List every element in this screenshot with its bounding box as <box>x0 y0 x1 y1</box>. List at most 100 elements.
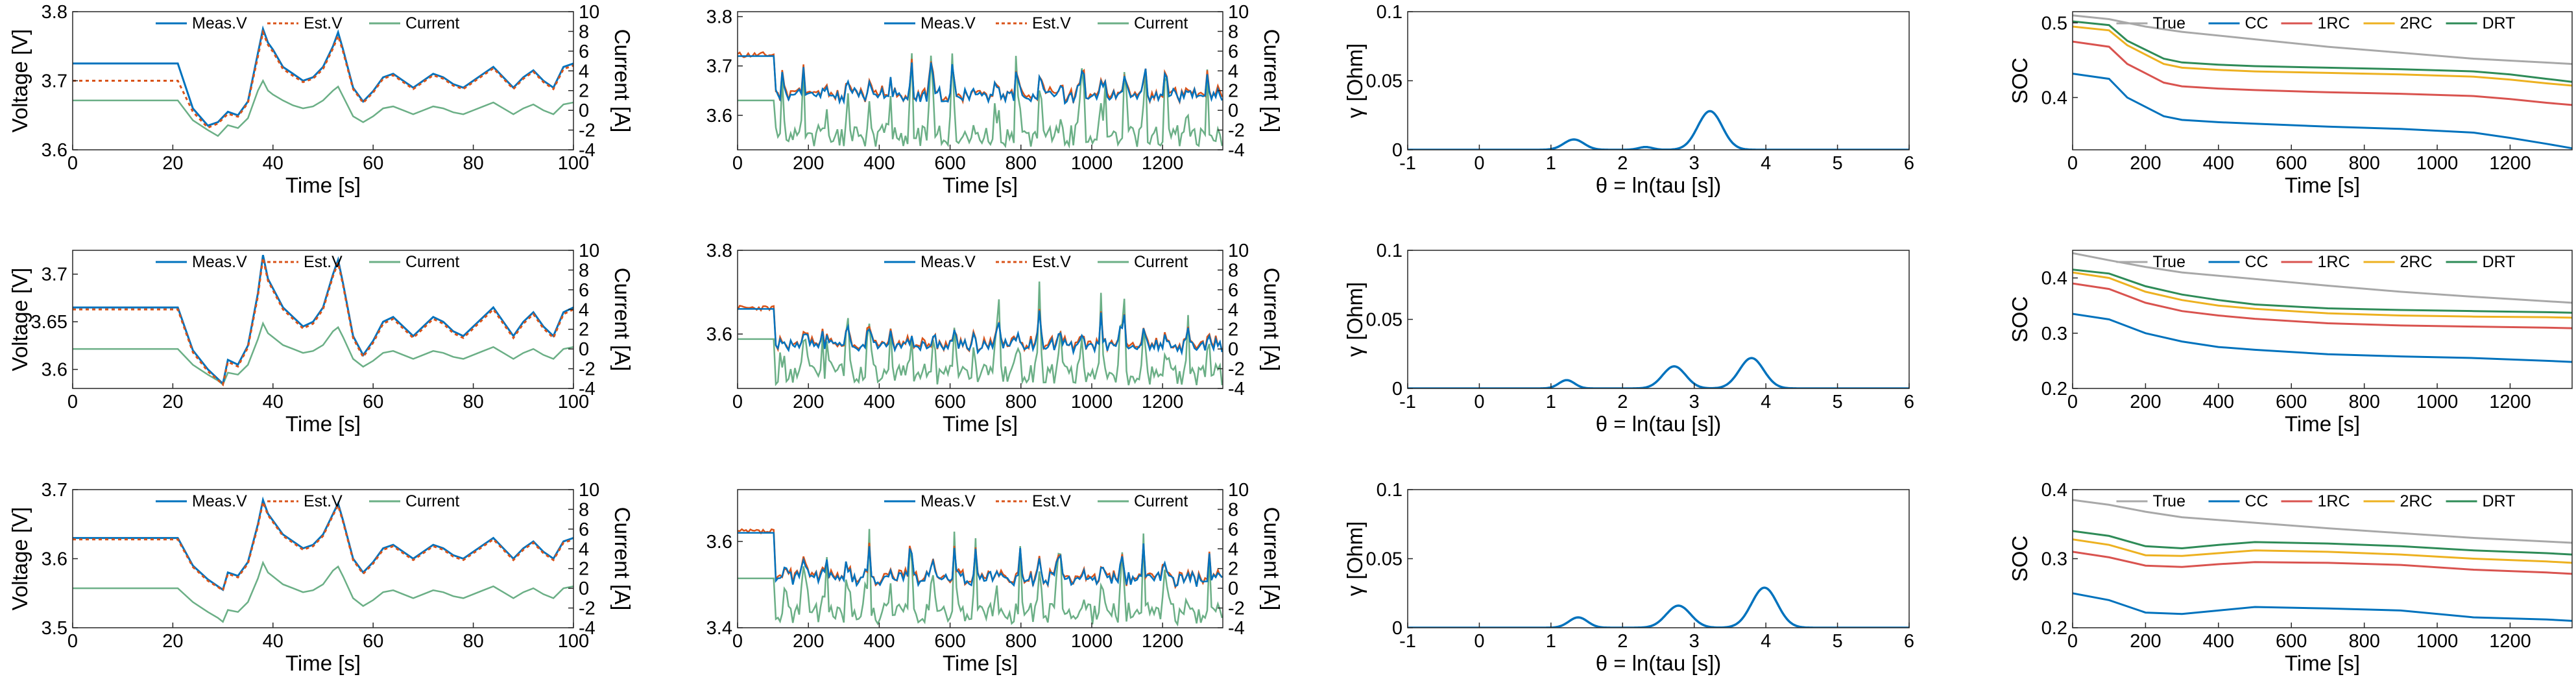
x-tick-label: 1000 <box>1071 153 1113 174</box>
y2-tick-label: -2 <box>579 121 596 141</box>
y2-tick-label: -4 <box>1228 140 1245 161</box>
x-tick-label: 400 <box>2203 392 2234 412</box>
x-tick-label: 200 <box>2130 631 2161 652</box>
series-line-measv <box>738 55 1223 105</box>
x-tick-label: 60 <box>363 631 383 652</box>
y-tick-label: 0.3 <box>2041 324 2067 344</box>
x-tick-label: 2 <box>1617 153 1628 174</box>
x-tick-label: 400 <box>863 153 895 174</box>
y2-axis-label: Current [A] <box>1260 29 1284 133</box>
plot-lines <box>2073 252 2572 363</box>
legend-label-estv: Est.V <box>1032 492 1071 510</box>
y-tick-label: 3.5 <box>42 618 67 639</box>
x-axis-label: Time [s] <box>943 651 1018 675</box>
y2-tick-label: 6 <box>1228 280 1238 301</box>
series-line-measv <box>738 308 1223 356</box>
y2-tick-label: 8 <box>1228 260 1238 281</box>
series-line-true <box>2073 14 2572 65</box>
x-tick-label: -1 <box>1399 153 1416 174</box>
legend-label-estv: Est.V <box>304 492 343 510</box>
y-axis-label: SOC <box>2008 58 2032 104</box>
x-tick-label: 100 <box>558 631 589 652</box>
y2-tick-label: 10 <box>1228 2 1249 23</box>
y-tick-label: 3.7 <box>42 71 67 92</box>
legend-label-1rc: 1RC <box>2318 253 2350 271</box>
x-tick-label: 800 <box>2348 153 2379 174</box>
x-tick-label: 0 <box>1474 392 1484 412</box>
x-tick-label: 400 <box>2203 153 2234 174</box>
chart-soc-2: 0 200 400 600 800 1000 1200 0.2 0.3 0.4 Time [s] SO… <box>2008 250 2573 436</box>
x-tick-label: 1200 <box>2489 392 2531 412</box>
series-line-drt <box>2073 20 2572 83</box>
legend-label-measv: Meas.V <box>192 253 247 271</box>
legend-label-cc: CC <box>2245 253 2269 271</box>
series-line-cc <box>2073 313 2572 363</box>
x-tick-label: 0 <box>1474 153 1484 174</box>
x-tick-label: 1200 <box>2489 153 2531 174</box>
legend-label-cc: CC <box>2245 492 2269 510</box>
y2-tick-label: 6 <box>579 280 589 301</box>
legend-label-measv: Meas.V <box>192 14 247 32</box>
y-tick-label: 3.6 <box>706 106 732 126</box>
y2-axis-label: Current [A] <box>1260 507 1284 611</box>
legend: Meas.V Est.V Current <box>884 14 1188 32</box>
y2-tick-label: -4 <box>1228 618 1245 639</box>
y2-axis-label: Current [A] <box>610 507 634 611</box>
x-tick-label: 4 <box>1761 392 1771 412</box>
legend-label-measv: Meas.V <box>192 492 247 510</box>
y-tick-label: 3.6 <box>706 324 732 345</box>
y2-tick-label: 10 <box>579 480 599 501</box>
y-axis-label: Voltage [V] <box>8 507 32 611</box>
legend-label-2rc: 2RC <box>2400 14 2433 32</box>
legend-label-measv: Meas.V <box>921 14 976 32</box>
x-tick-label: 200 <box>2130 392 2161 412</box>
chart-drt-2: -1 0 1 2 3 4 5 600.050.1θ = ln(tau [s])γ [Ohm] <box>1343 241 1914 436</box>
x-tick-label: 600 <box>2276 153 2307 174</box>
legend-label-current: Current <box>1134 14 1188 32</box>
y2-tick-label: 0 <box>1228 578 1238 599</box>
x-tick-label: 800 <box>1005 392 1037 412</box>
y2-tick-label: 10 <box>579 2 599 23</box>
x-tick-label: 60 <box>363 153 383 174</box>
y-axis-label: γ [Ohm] <box>1343 43 1367 119</box>
x-tick-label: 3 <box>1689 392 1700 412</box>
x-tick-label: 60 <box>363 392 383 412</box>
series-line-drt <box>2073 268 2572 314</box>
x-tick-label: 0 <box>67 392 78 412</box>
x-tick-label: 200 <box>793 392 824 412</box>
x-tick-label: 20 <box>162 153 183 174</box>
x-tick-label: 400 <box>863 631 895 652</box>
series-line-1rc <box>2073 282 2572 329</box>
legend: True CC 1RC 2RC DRT <box>2116 253 2515 271</box>
y2-tick-label: 4 <box>579 539 589 560</box>
plot-lines <box>738 51 1223 149</box>
legend: True CC 1RC 2RC DRT <box>2116 492 2515 510</box>
y2-tick-label: 8 <box>579 21 589 42</box>
y2-tick-label: -4 <box>579 618 596 639</box>
drt-curve <box>1408 586 1909 628</box>
legend-label-current: Current <box>405 492 459 510</box>
series-line-cc <box>2073 592 2572 622</box>
x-tick-label: 0 <box>1474 631 1484 652</box>
y2-tick-label: -2 <box>1228 359 1245 380</box>
x-tick-label: 400 <box>863 392 895 412</box>
x-tick-label: 4 <box>1761 631 1771 652</box>
x-axis-label: Time [s] <box>2285 651 2360 675</box>
plot-lines <box>2073 499 2572 622</box>
y2-tick-label: 10 <box>579 241 599 261</box>
legend: Meas.V Est.V Current <box>156 14 459 32</box>
y-tick-label: 0 <box>1392 140 1402 161</box>
x-axis-label: θ = ln(tau [s]) <box>1596 651 1722 675</box>
axes-box <box>1407 250 1910 389</box>
x-tick-label: 600 <box>2276 392 2307 412</box>
x-tick-label: 200 <box>2130 153 2161 174</box>
y-tick-label: 0.1 <box>1377 241 1402 261</box>
series-line-estv <box>738 51 1223 105</box>
x-tick-label: 800 <box>1005 153 1037 174</box>
x-tick-label: 1000 <box>2416 392 2459 412</box>
y-tick-label: 0.5 <box>2041 13 2067 34</box>
plot-lines <box>73 25 573 137</box>
series-line-2rc <box>2073 25 2572 87</box>
x-tick-label: 2 <box>1617 631 1628 652</box>
x-tick-label: 4 <box>1761 153 1771 174</box>
